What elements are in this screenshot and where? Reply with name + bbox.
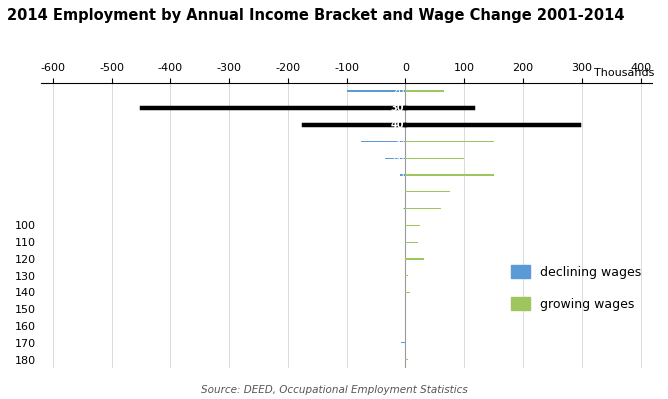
Bar: [405, 241, 418, 243]
Bar: [401, 342, 405, 344]
Text: 40: 40: [391, 120, 404, 130]
Bar: [303, 124, 405, 125]
Text: 30: 30: [391, 103, 404, 113]
Bar: [405, 359, 408, 360]
Text: 80: 80: [392, 187, 404, 197]
Bar: [403, 208, 405, 209]
Bar: [405, 191, 450, 192]
Bar: [405, 174, 494, 176]
Bar: [347, 91, 405, 92]
Bar: [405, 208, 441, 209]
Bar: [141, 107, 405, 109]
Text: 90: 90: [392, 203, 404, 213]
Text: 20: 20: [392, 86, 404, 96]
Bar: [405, 275, 408, 276]
Bar: [405, 158, 464, 159]
Text: 2014 Employment by Annual Income Bracket and Wage Change 2001-2014: 2014 Employment by Annual Income Bracket…: [7, 8, 624, 23]
Bar: [405, 225, 420, 226]
Text: Source: DEED, Occupational Employment Statistics: Source: DEED, Occupational Employment St…: [200, 385, 468, 395]
Bar: [405, 292, 409, 293]
Bar: [405, 258, 424, 259]
Text: 70: 70: [392, 170, 404, 180]
Bar: [405, 91, 444, 92]
Text: Thousands: Thousands: [595, 68, 655, 78]
Bar: [399, 174, 405, 176]
Bar: [405, 107, 473, 109]
Legend: declining wages, growing wages: declining wages, growing wages: [506, 260, 646, 316]
Bar: [405, 124, 579, 125]
Text: 60: 60: [392, 153, 404, 163]
Bar: [361, 141, 405, 142]
Bar: [385, 158, 405, 159]
Bar: [405, 141, 494, 142]
Text: 50: 50: [392, 136, 404, 146]
